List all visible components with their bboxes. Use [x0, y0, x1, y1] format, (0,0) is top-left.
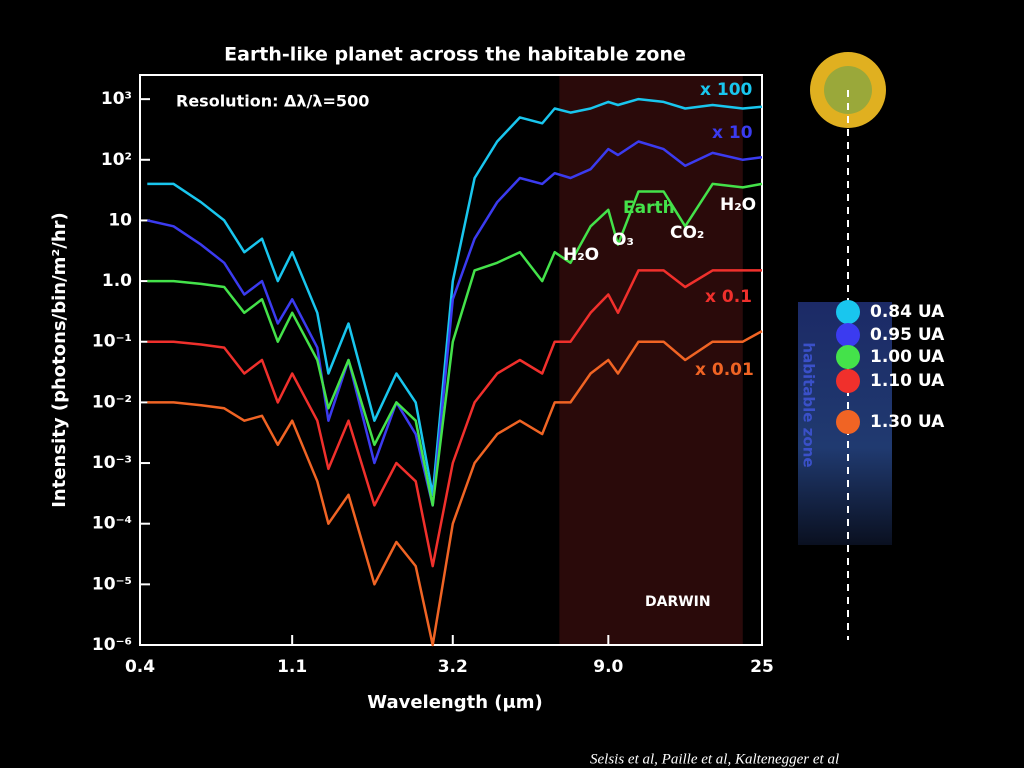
x-axis-title: Wavelength (μm)	[367, 692, 543, 713]
series-line	[147, 182, 763, 507]
annotation: H₂O	[563, 245, 599, 265]
legend-marker	[836, 345, 860, 369]
chart-title: Earth-like planet across the habitable z…	[224, 44, 686, 66]
series-line	[147, 330, 763, 647]
legend-marker	[836, 410, 860, 434]
legend-label: 0.95 UA	[870, 325, 945, 345]
legend-title: habitable zone	[800, 342, 818, 467]
y-tick-label: 10⁻⁴	[92, 514, 132, 534]
legend-label: 1.00 UA	[870, 347, 945, 367]
annotation: CO₂	[670, 223, 704, 243]
legend-marker	[836, 369, 860, 393]
legend-label: 0.84 UA	[870, 302, 945, 322]
x-tick-label: 25	[750, 657, 774, 677]
source: Selsis et al, Paille et al, Kaltenegger …	[590, 751, 839, 767]
legend-label: 1.30 UA	[870, 412, 945, 432]
series-line	[147, 140, 763, 507]
y-tick-label: 10⁻³	[92, 453, 132, 473]
y-tick-label: 1.0	[102, 271, 132, 291]
legend-marker	[836, 323, 860, 347]
annotation: x 10	[712, 123, 753, 143]
x-tick-label: 3.2	[438, 657, 468, 677]
y-tick-label: 10⁻²	[92, 392, 132, 412]
annotation: x 0.1	[705, 287, 752, 307]
y-axis-title: Intensity (photons/bin/m²/hr)	[49, 212, 70, 508]
annotation: O₃	[612, 230, 634, 250]
annotation: H₂O	[720, 195, 756, 215]
x-tick-label: 0.4	[125, 657, 155, 677]
legend-marker	[836, 300, 860, 324]
x-tick-label: 1.1	[277, 657, 307, 677]
series-line	[147, 97, 763, 497]
annotation: DARWIN	[645, 594, 711, 610]
x-tick-label: 9.0	[593, 657, 623, 677]
subtitle: Resolution: Δλ/λ=500	[176, 92, 369, 111]
series-line	[147, 269, 762, 568]
legend-label: 1.10 UA	[870, 371, 945, 391]
annotation: Earth	[623, 198, 675, 218]
y-tick-label: 10⁻⁵	[92, 574, 132, 594]
annotation: x 0.01	[695, 360, 754, 380]
y-tick-label: 10⁻¹	[92, 332, 132, 352]
y-tick-label: 10²	[101, 150, 132, 170]
plot-frame	[139, 74, 763, 646]
annotation: x 100	[700, 80, 753, 100]
y-tick-label: 10³	[101, 89, 132, 109]
y-tick-label: 10	[108, 210, 132, 230]
y-tick-label: 10⁻⁶	[92, 635, 132, 655]
